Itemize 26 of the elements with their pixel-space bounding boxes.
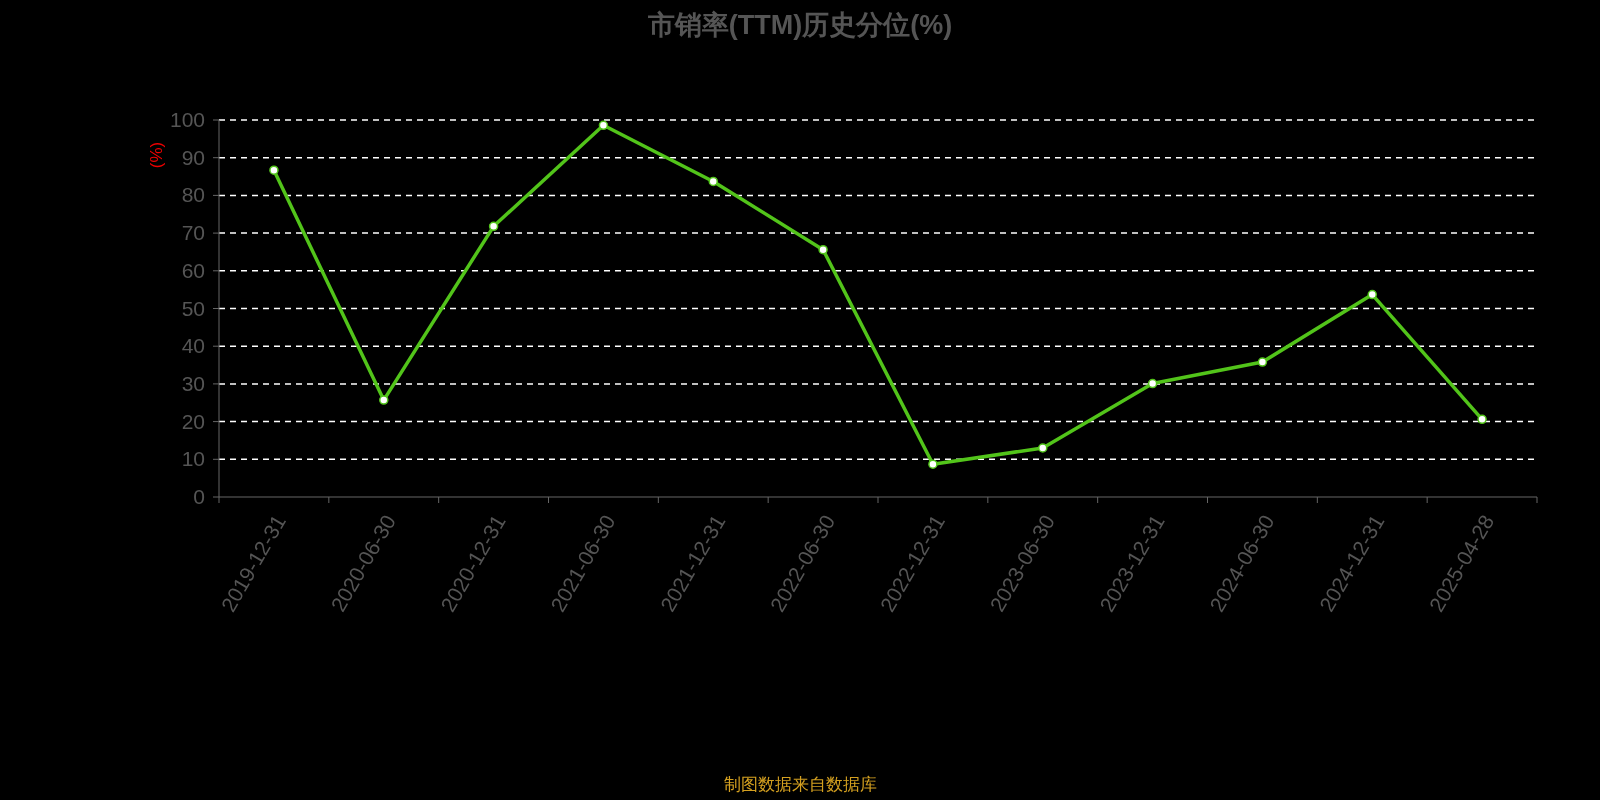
point bbox=[1147, 378, 1158, 389]
y-tick-label: 10 bbox=[181, 447, 205, 471]
point bbox=[1257, 357, 1268, 367]
y-axis-title: (%) bbox=[147, 141, 166, 169]
y-tick-label: 90 bbox=[181, 145, 205, 169]
chart-title: 市销率(TTM)历史分位(%) bbox=[646, 10, 953, 40]
point bbox=[598, 120, 609, 131]
y-tick-label: 80 bbox=[181, 183, 205, 207]
point bbox=[488, 221, 499, 232]
point bbox=[1367, 289, 1377, 300]
y-tick-label: 30 bbox=[181, 371, 205, 395]
point bbox=[708, 176, 718, 187]
point bbox=[1477, 414, 1487, 425]
point bbox=[379, 395, 389, 405]
text: 制图数据来自数据库 bbox=[723, 775, 877, 794]
y-tick-label: 50 bbox=[181, 296, 205, 320]
y-tick-label: 70 bbox=[181, 221, 205, 245]
point bbox=[269, 165, 279, 175]
point bbox=[928, 459, 938, 469]
point bbox=[818, 244, 828, 255]
y-tick-label: 20 bbox=[181, 409, 205, 433]
y-tick-label: 60 bbox=[181, 258, 205, 282]
y-tick-label: 0 bbox=[193, 485, 205, 508]
y-tick-label: 100 bbox=[169, 108, 205, 131]
point bbox=[1038, 443, 1048, 453]
y-tick-label: 40 bbox=[181, 334, 205, 358]
